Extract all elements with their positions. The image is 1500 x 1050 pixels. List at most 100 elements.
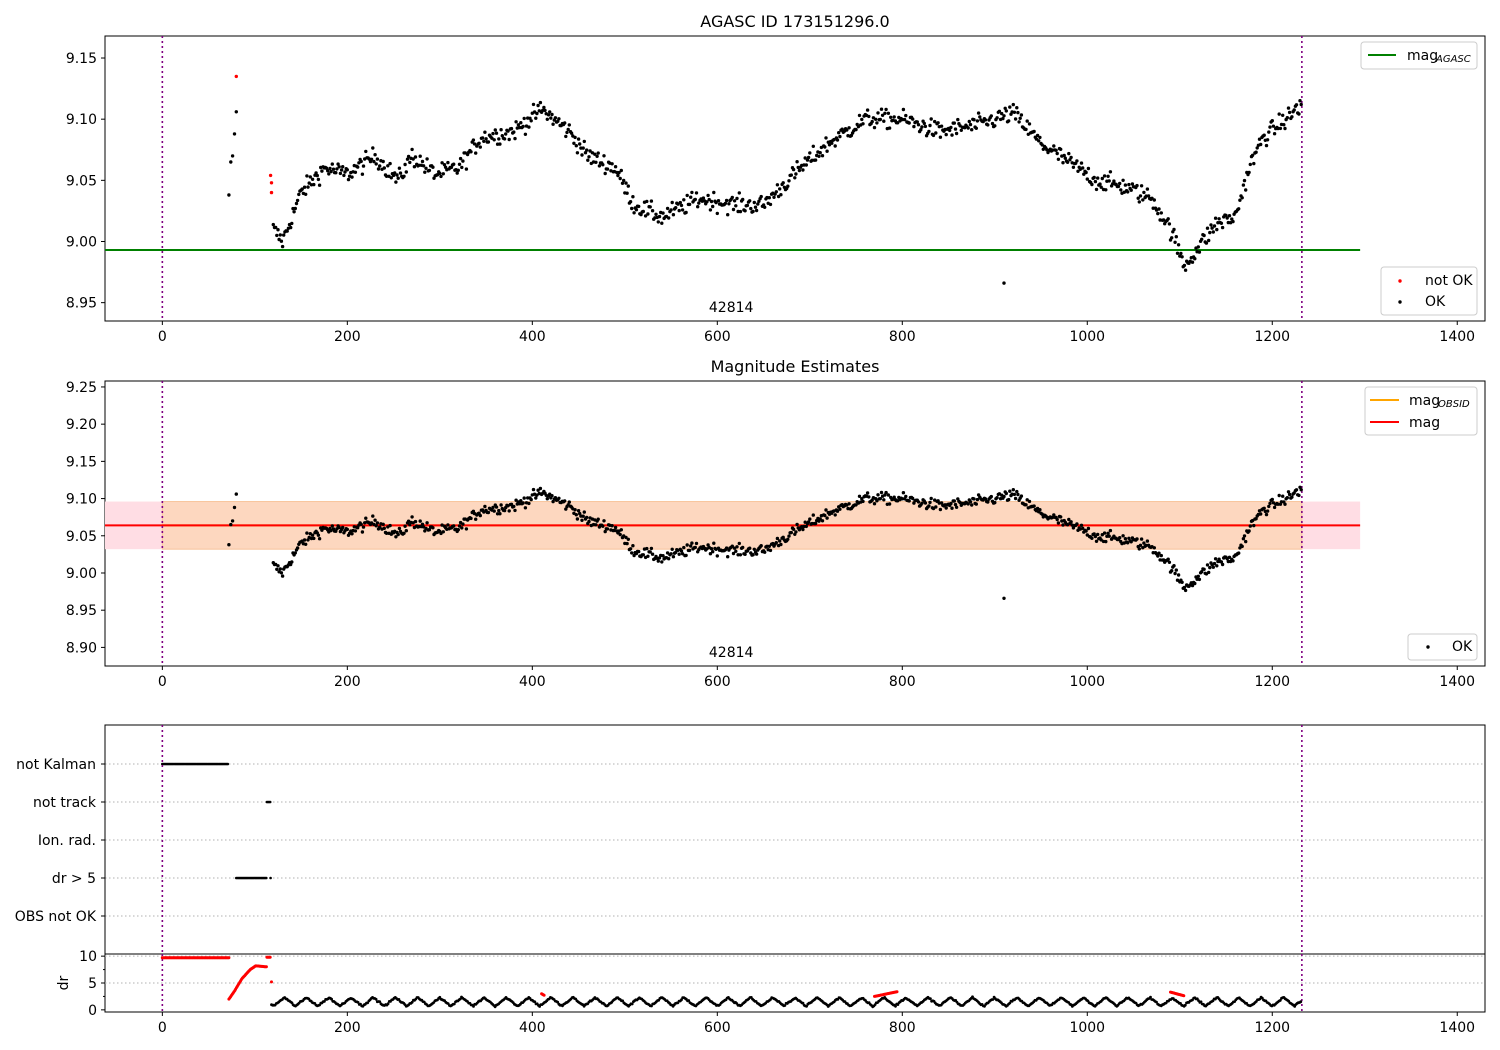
data-point-ok	[1018, 116, 1022, 121]
data-point-ok	[1137, 200, 1142, 204]
data-point-ok	[1182, 263, 1187, 268]
data-point-ok	[334, 171, 338, 175]
data-point-ok	[870, 119, 874, 124]
x-tick-label: 200	[334, 674, 361, 690]
data-point-ok	[398, 171, 403, 175]
data-point-ok	[336, 162, 340, 166]
data-point-ok	[305, 531, 309, 535]
data-point-ok	[1013, 117, 1018, 121]
data-point-ok	[396, 532, 400, 537]
data-point-ok	[378, 525, 382, 529]
data-point-ok	[1142, 190, 1146, 195]
data-point-ok	[968, 500, 973, 504]
data-point-ok	[833, 144, 837, 148]
data-point-ok	[1067, 517, 1071, 522]
data-point-ok	[513, 136, 517, 141]
data-point-ok	[545, 497, 549, 501]
data-point-ok	[605, 527, 610, 531]
data-point-not-ok	[269, 181, 274, 185]
data-point-ok	[774, 190, 778, 194]
data-point-ok	[791, 167, 796, 172]
panel-title: Magnitude Estimates	[711, 357, 880, 376]
data-point-ok	[804, 524, 808, 529]
data-point-ok	[968, 122, 973, 127]
legend-label: OK	[1452, 639, 1473, 655]
data-point-ok	[312, 182, 316, 187]
data-point-ok	[519, 121, 523, 125]
data-point-ok	[711, 550, 715, 554]
data-point-ok	[1193, 581, 1197, 586]
data-point-ok	[492, 509, 496, 513]
data-point-ok	[227, 543, 231, 547]
data-point-ok	[690, 541, 694, 545]
data-point-ok	[682, 198, 686, 202]
y-tick-label: 8.90	[66, 640, 97, 656]
data-point-not-ok	[234, 74, 238, 79]
data-point-ok	[789, 173, 793, 177]
data-point-ok	[616, 173, 620, 178]
data-point-ok	[359, 522, 363, 526]
data-point-ok	[1118, 536, 1122, 540]
data-point-ok	[345, 527, 349, 532]
obsid-annotation: 42814	[709, 645, 754, 661]
data-point-ok	[1170, 236, 1174, 240]
data-point-ok	[656, 220, 660, 224]
data-point-ok	[1146, 194, 1151, 198]
data-point-ok	[920, 125, 924, 129]
data-point-ok	[734, 549, 738, 553]
data-point-ok	[441, 172, 445, 176]
data-point-ok	[1247, 529, 1251, 533]
data-point-ok	[565, 130, 569, 135]
data-point-ok	[1255, 146, 1259, 150]
x-tick-label: 400	[519, 674, 546, 690]
data-point-ok	[835, 138, 840, 142]
data-point-ok	[478, 513, 482, 518]
data-point-ok	[781, 181, 785, 185]
y-tick-label: 9.05	[66, 173, 97, 189]
data-point-ok	[974, 126, 978, 130]
data-point-ok	[1173, 571, 1177, 576]
data-point-ok	[927, 129, 931, 134]
data-point-ok	[1237, 551, 1241, 555]
data-point-ok	[1157, 207, 1161, 211]
data-point-ok	[732, 199, 737, 203]
data-point-ok	[645, 546, 649, 551]
data-point-ok	[872, 125, 877, 130]
data-point-ok	[922, 121, 926, 126]
data-point-ok	[1079, 523, 1084, 527]
data-point-ok	[1270, 497, 1275, 502]
data-point-ok	[838, 134, 842, 139]
data-point-ok	[1242, 534, 1247, 538]
data-point-ok	[1207, 570, 1211, 575]
data-point-ok	[1281, 494, 1285, 498]
data-point-ok	[818, 151, 822, 155]
dr-point-ok	[1149, 995, 1152, 999]
data-point-ok	[939, 124, 944, 128]
data-point-ok	[690, 190, 694, 195]
data-point-ok	[738, 553, 743, 557]
data-point-ok	[875, 121, 879, 125]
data-point-ok	[983, 118, 988, 122]
x-tick-label: 1200	[1254, 329, 1290, 345]
data-point-ok	[320, 169, 324, 173]
data-point-ok	[1215, 564, 1219, 568]
data-point-ok	[670, 547, 674, 551]
legend-box	[1407, 633, 1478, 661]
data-point-ok	[353, 170, 358, 174]
data-point-ok	[1106, 531, 1110, 535]
data-point-ok	[734, 204, 738, 208]
data-point-ok	[446, 523, 450, 527]
data-point-ok	[687, 548, 692, 553]
data-point-ok	[305, 174, 309, 178]
data-point-ok	[361, 164, 366, 168]
data-point-ok	[483, 504, 487, 509]
data-point-ok	[306, 185, 310, 189]
data-point-ok	[420, 522, 425, 526]
data-point-ok	[1237, 207, 1241, 211]
legend-marker	[1426, 645, 1430, 649]
data-point-ok	[920, 501, 924, 505]
data-point-ok	[1084, 170, 1088, 175]
data-point-ok	[824, 136, 828, 140]
data-point-ok	[735, 545, 739, 549]
data-point-ok	[661, 554, 665, 558]
